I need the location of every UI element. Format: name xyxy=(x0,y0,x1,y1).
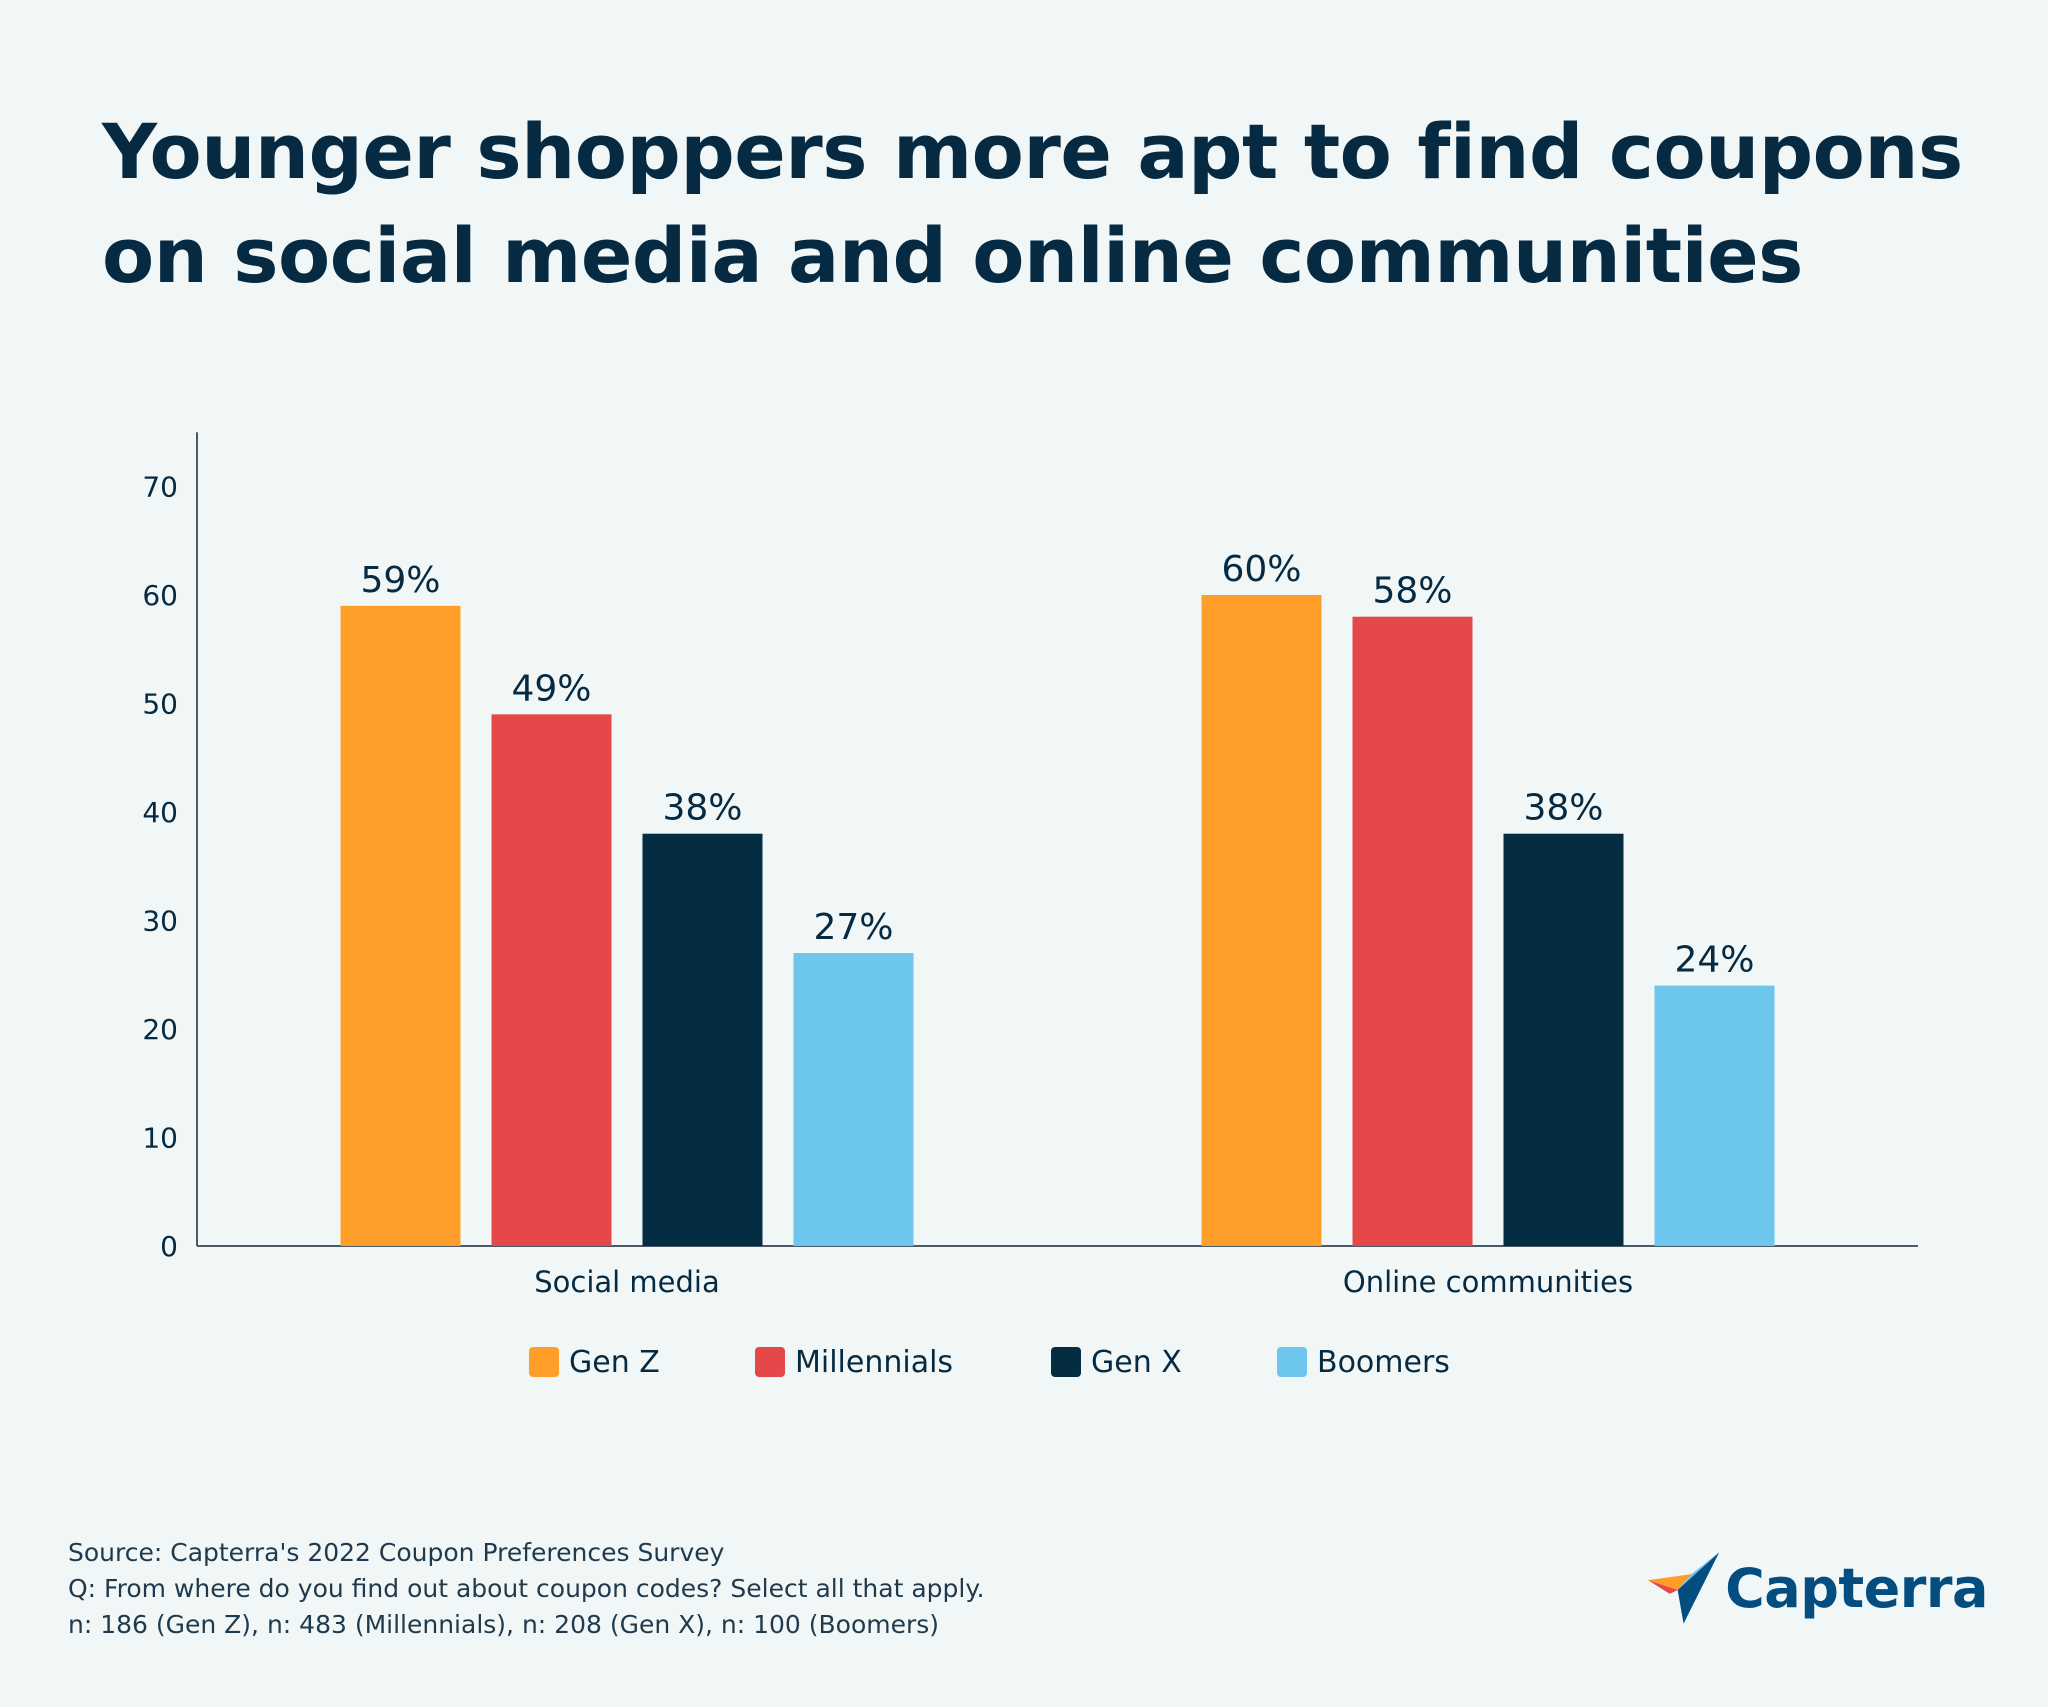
legend-swatch xyxy=(529,1347,559,1377)
title-line-1: Younger shoppers more apt to find coupon… xyxy=(102,107,1963,196)
legend-swatch xyxy=(1277,1347,1307,1377)
legend: Gen Z Millennials Gen X Boomers xyxy=(0,1340,2048,1384)
question-note: Q: From where do you find out about coup… xyxy=(68,1574,985,1603)
bar xyxy=(642,833,763,1246)
legend-item: Gen Z xyxy=(529,1340,660,1384)
title-line-2: on social media and online communities xyxy=(102,211,1803,300)
data-label: 58% xyxy=(1372,571,1452,612)
data-label: 27% xyxy=(813,907,893,948)
legend-label: Millennials xyxy=(795,1344,954,1380)
logo-text: Capterra xyxy=(1725,1556,1988,1620)
bar xyxy=(491,714,612,1246)
legend-swatch xyxy=(755,1347,785,1377)
sample-note: n: 186 (Gen Z), n: 483 (Millennials), n:… xyxy=(68,1610,940,1639)
bar xyxy=(1201,595,1322,1246)
legend-label: Boomers xyxy=(1317,1344,1450,1380)
y-tick-label: 10 xyxy=(142,1122,178,1155)
data-label: 38% xyxy=(1523,788,1603,829)
footer-notes: Source: Capterra's 2022 Coupon Preferenc… xyxy=(68,1535,985,1643)
y-tick-label: 0 xyxy=(160,1230,178,1263)
legend-item: Gen X xyxy=(1051,1340,1182,1384)
data-label: 38% xyxy=(662,788,742,829)
source-note: Source: Capterra's 2022 Coupon Preferenc… xyxy=(68,1538,725,1567)
y-tick-label: 70 xyxy=(142,471,178,504)
capterra-logo: Capterra xyxy=(1648,1548,1988,1628)
capterra-arrow-logo-icon xyxy=(1648,1552,1720,1624)
data-label: 49% xyxy=(511,668,591,709)
data-label: 59% xyxy=(360,560,440,601)
legend-item: Boomers xyxy=(1277,1340,1450,1384)
data-label: 24% xyxy=(1674,940,1754,981)
bar xyxy=(1654,985,1775,1246)
x-category-label: Online communities xyxy=(1343,1265,1633,1299)
y-tick-label: 30 xyxy=(142,905,178,938)
x-category-label: Social media xyxy=(534,1265,720,1299)
data-label: 60% xyxy=(1221,549,1301,590)
bar xyxy=(340,605,461,1246)
bar xyxy=(1503,833,1624,1246)
bar xyxy=(1352,616,1473,1246)
y-tick-label: 20 xyxy=(142,1013,178,1046)
y-tick-label: 60 xyxy=(142,579,178,612)
legend-item: Millennials xyxy=(755,1340,953,1384)
legend-label: Gen Z xyxy=(569,1344,660,1380)
y-tick-label: 50 xyxy=(142,688,178,721)
chart-title: Younger shoppers more apt to find coupon… xyxy=(102,100,2002,308)
legend-label: Gen X xyxy=(1091,1344,1182,1380)
legend-swatch xyxy=(1051,1347,1081,1377)
bar-chart: 0 10 20 30 40 50 60 70 59% 49% 38% 27% Social media 6… xyxy=(142,432,1918,1299)
y-tick-label: 40 xyxy=(142,796,178,829)
bar xyxy=(793,953,914,1246)
